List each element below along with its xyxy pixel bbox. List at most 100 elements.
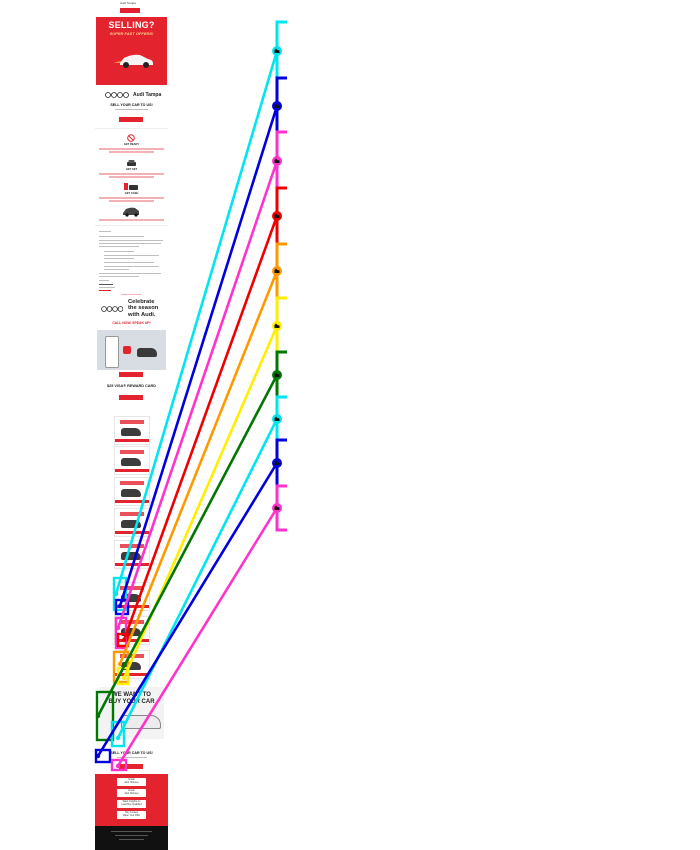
car-image: [114, 54, 153, 68]
hand-icon: [274, 416, 280, 421]
letter-line: [99, 246, 139, 247]
header-button[interactable]: [120, 8, 140, 13]
footer-button-line: Email: [128, 778, 135, 781]
hand-icon: [274, 213, 280, 218]
annotation-connector: [96, 462, 279, 757]
step-description: [99, 197, 164, 199]
annotation-endpoint: [121, 637, 127, 643]
letter-line: [104, 255, 159, 256]
hand-icon: [274, 103, 280, 108]
dealer-name: Audi Tampa: [133, 92, 162, 98]
letter-link[interactable]: [99, 290, 111, 291]
letter-line: [104, 251, 134, 252]
footer-button-line: Lead Buy Qualified: [121, 803, 142, 807]
letter-line: [104, 262, 154, 263]
signature-name: [99, 284, 113, 285]
celebrate-line: with Audi.: [128, 311, 156, 318]
sell-button[interactable]: [119, 117, 143, 122]
annotation-endpoint: [115, 735, 121, 741]
hand-icon: [274, 372, 280, 377]
celebrate-line: the season: [128, 305, 159, 312]
vehicle-card[interactable]: [114, 508, 150, 537]
letter-line: [99, 231, 111, 232]
cash-truck-icon: [124, 183, 138, 190]
hand-icon: [274, 268, 280, 273]
promo-button[interactable]: [119, 372, 143, 377]
annotation-connector: [118, 270, 279, 665]
annotation-box: [110, 758, 128, 772]
footer-button[interactable]: Buy A Used Value Your Offer: [117, 811, 146, 819]
hand-icon: [274, 48, 280, 53]
footer-actions: Email Jack Hornsey Email Jack Hornsey Wa…: [95, 774, 168, 826]
annotation-connector: [122, 215, 279, 641]
annotation-endpoint: [117, 661, 123, 667]
letter-line: [99, 276, 139, 277]
audi-rings-icon: [105, 92, 129, 98]
annotation-endpoint: [95, 753, 101, 759]
annotation-endpoint: [115, 763, 121, 769]
call-now-link[interactable]: CALL NOW. SPEAK UP!: [112, 321, 151, 325]
annotation-endpoint: [95, 713, 101, 719]
letter-line: [104, 266, 159, 267]
hero-title: SELLING?: [108, 20, 155, 30]
email-column: Audi Tampa SELLING? SUPER FAST OFFERS! A…: [95, 0, 168, 850]
footer-button-line: Jack Hornsey: [124, 781, 139, 785]
car-image: [137, 348, 157, 357]
header-brand: Audi Tampa: [120, 1, 136, 5]
step-description: [109, 176, 154, 178]
vehicle-card[interactable]: [114, 446, 150, 475]
annotation-endpoint: [117, 603, 123, 609]
footer-button-line: Value Your Offer: [122, 814, 141, 818]
footer-button[interactable]: Want Insights on Lead Buy Qualified: [117, 800, 146, 808]
letter-line: [99, 280, 109, 281]
celebrate-text: Celebrate the season with Audi.: [128, 299, 158, 318]
email-top-bar: Audi Tampa: [95, 0, 168, 16]
buy-banner-line: WE WANT TO: [112, 692, 151, 698]
step-get-cash: GET CASH: [124, 192, 139, 195]
annotation-connector: [116, 507, 279, 767]
car-front-icon: [127, 160, 136, 166]
legal-line: [115, 835, 148, 836]
visa-reward-title: $25 VISA® REWARD CARD: [106, 384, 156, 388]
vehicle-card[interactable]: [114, 416, 150, 445]
hero-subtitle: SUPER FAST OFFERS!: [109, 31, 154, 36]
sell-subtext: [115, 109, 148, 110]
annotation-connector: [114, 50, 279, 595]
annotation-endpoint: [121, 675, 127, 681]
letter-link[interactable]: [121, 294, 141, 295]
step-get-set: GET SET: [125, 168, 138, 171]
footer-button-line: Want Insights on: [122, 800, 141, 803]
sell-title: SELL YOUR CAR TO US!: [110, 103, 153, 107]
footer-button[interactable]: Email Jack Hornsey: [117, 789, 146, 797]
audi-rings-icon: [101, 306, 123, 312]
celebrate-banner[interactable]: Celebrate the season with Audi.: [95, 298, 168, 320]
legal-line: [111, 831, 152, 832]
visa-button[interactable]: [119, 395, 143, 400]
play-icon[interactable]: [123, 346, 131, 354]
sell-button-bottom[interactable]: [119, 764, 143, 769]
step-get-ready: GET READY: [123, 143, 140, 146]
footer-button[interactable]: Email Jack Hornsey: [117, 778, 146, 786]
hand-icon: [274, 505, 280, 510]
sell-title-bottom: SELL YOUR CAR TO US!: [110, 751, 153, 755]
sell-subtext: [117, 757, 147, 758]
letter-line: [99, 243, 161, 244]
letter-line: [99, 240, 163, 241]
annotation-connector: [118, 105, 279, 607]
hand-icon: [274, 158, 280, 163]
letter-line: [99, 287, 115, 288]
hand-icon: [274, 460, 280, 465]
step-description: [109, 200, 154, 202]
letter-line: [99, 273, 161, 274]
promo-image[interactable]: [97, 330, 166, 370]
car-caption: [99, 219, 164, 221]
annotation-endpoint: [113, 591, 119, 597]
hero-banner[interactable]: SELLING? SUPER FAST OFFERS!: [96, 17, 167, 85]
step-description: [99, 173, 164, 175]
annotation-box: [116, 632, 130, 648]
step-description: [99, 148, 164, 150]
divider: [95, 225, 168, 226]
hand-icon: [274, 323, 280, 328]
legal-line: [119, 839, 144, 840]
audi-logo-row: Audi Tampa: [95, 90, 168, 100]
